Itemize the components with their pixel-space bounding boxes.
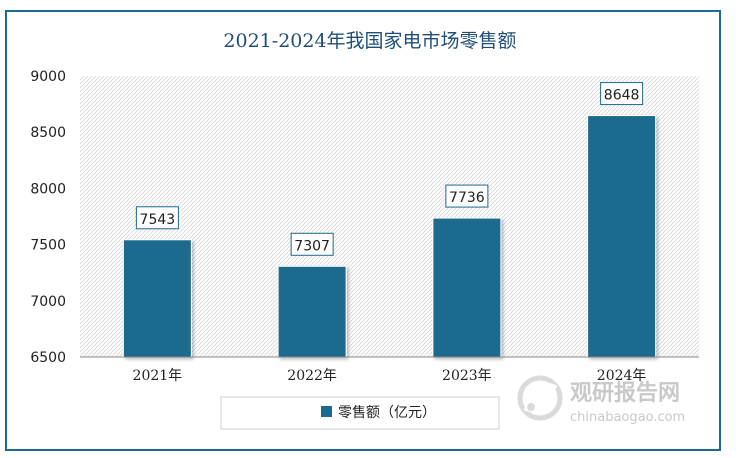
- x-axis: 2021年 2022年 2023年 2024年: [133, 368, 647, 384]
- y-axis: 6500 7000 7500 8000 8500 9000: [30, 69, 66, 366]
- y-tick-label: 9000: [30, 69, 66, 85]
- data-label: 7307: [294, 238, 330, 254]
- data-labels: 7543 7307 7736 8648: [135, 82, 644, 256]
- bar: [122, 239, 192, 358]
- chart-title: 2021-2024年我国家电市场零售额: [223, 30, 516, 52]
- bar: [277, 265, 347, 358]
- y-tick-label: 8000: [30, 181, 66, 197]
- data-label-box: [290, 232, 334, 256]
- y-tick-label: 7500: [30, 238, 66, 254]
- watermark-text-en: chinabaogao.com: [570, 410, 685, 425]
- x-tick-label: 2022年: [287, 368, 337, 384]
- x-tick-label: 2023年: [442, 368, 492, 384]
- watermark-text-cn: 观研报告网: [570, 381, 680, 406]
- data-label: 8648: [604, 88, 640, 104]
- data-label: 7736: [449, 190, 485, 206]
- x-tick-label: 2021年: [133, 368, 183, 384]
- y-tick-label: 6500: [30, 350, 66, 366]
- legend: 零售额（亿元）: [220, 396, 500, 430]
- legend-box: [220, 396, 500, 430]
- watermark: 观研报告网 chinabaogao.com: [517, 375, 685, 425]
- y-tick-label: 7000: [30, 294, 66, 310]
- data-label-box: [135, 206, 179, 230]
- bar: [587, 115, 657, 358]
- data-label-box: [445, 184, 489, 208]
- legend-label: 零售额（亿元）: [338, 405, 436, 421]
- bar-series: [122, 115, 657, 358]
- legend-swatch: [321, 406, 332, 417]
- data-label-box: [600, 82, 644, 106]
- bar: [432, 217, 502, 358]
- y-tick-label: 8500: [30, 125, 66, 141]
- x-tick-label: 2024年: [597, 368, 647, 384]
- watermark-logo-icon: [517, 375, 563, 421]
- data-label: 7543: [140, 212, 176, 228]
